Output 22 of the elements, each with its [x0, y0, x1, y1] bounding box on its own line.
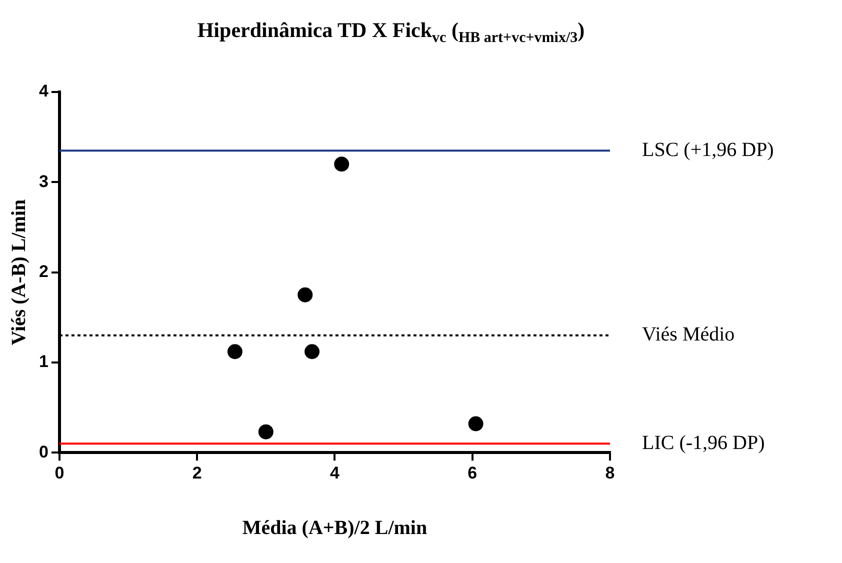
point — [304, 344, 320, 360]
x-tick-label: 4 — [330, 463, 340, 482]
x-tick-label: 6 — [468, 463, 478, 482]
ref-line-label: Viés Médio — [642, 324, 735, 346]
y-tick-label: 2 — [38, 262, 48, 281]
point — [298, 287, 313, 302]
y-tick-label: 1 — [38, 352, 48, 372]
y-tick-label: 0 — [38, 442, 48, 462]
point — [334, 156, 350, 172]
x-tick-label: 8 — [605, 463, 615, 482]
ref-line-label: LIC (-1,96 DP) — [642, 432, 765, 454]
point — [227, 344, 242, 360]
x-tick-label: 2 — [192, 463, 202, 482]
y-axis-title: Viés (A-B) L/min — [8, 199, 30, 346]
x-tick-label: 0 — [54, 463, 64, 482]
chart-title: Hiperdinâmica TD X Fick$_{vc}$ ($_{HB art+vc+vmix/3}$) — [196, 18, 586, 48]
y-tick-label: 4 — [38, 82, 49, 101]
point — [258, 424, 274, 440]
y-tick-label: 3 — [38, 172, 48, 191]
ref-line-label: LSC (+1,96 DP) — [642, 138, 774, 161]
point — [468, 416, 484, 432]
x-axis-title: Média (A+B)/2 L/min — [242, 517, 428, 540]
